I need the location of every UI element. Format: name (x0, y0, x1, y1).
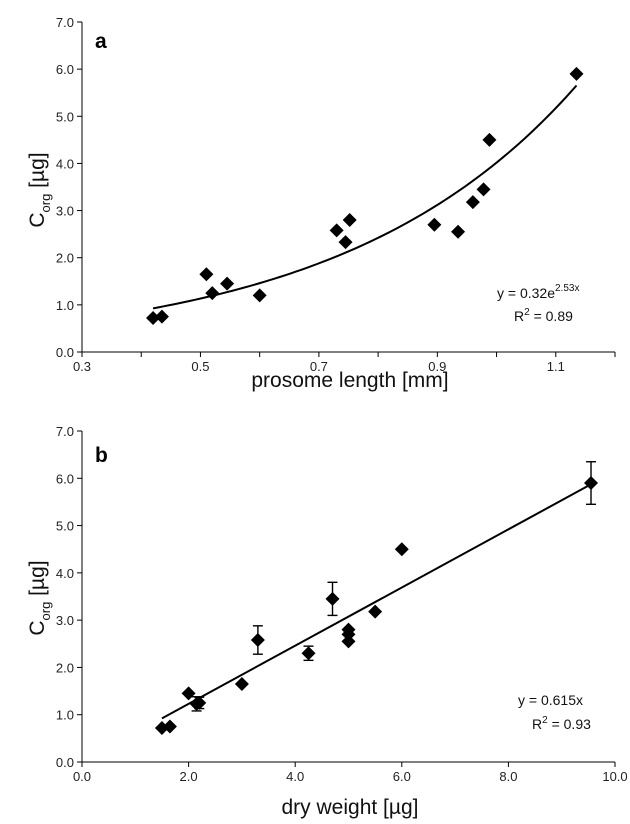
data-point-b (181, 686, 196, 701)
equation-sup-a: 2.53x (555, 283, 579, 294)
data-point-b (325, 591, 340, 606)
r2-main-a: R (514, 308, 524, 324)
y-axis-label-sub-b: org (38, 602, 53, 621)
data-point-a (205, 286, 220, 301)
y-ticks-b: 0.0 1.0 2.0 3.0 4.0 5.0 6.0 7.0 (56, 424, 82, 770)
y-tick-label-b: 7.0 (56, 424, 74, 439)
fit-line-b (161, 483, 592, 720)
x-ticks-b: 0.0 2.0 4.0 6.0 8.0 10.0 (73, 762, 628, 784)
equation-main-a: y = 0.32e (497, 285, 555, 301)
y-tick-label-a: 4.0 (56, 156, 74, 171)
x-tick-label-b: 2.0 (180, 769, 198, 784)
x-tick-label-b: 6.0 (393, 769, 411, 784)
x-tick-label-a: 0.3 (73, 359, 91, 374)
y-tick-label-b: 5.0 (56, 519, 74, 534)
y-axis-label-unit-a: [µg] (26, 152, 49, 193)
data-point-a (252, 288, 267, 303)
y-axis-label-sub-a: org (38, 194, 53, 213)
data-point-b (368, 604, 383, 619)
data-point-b (341, 634, 356, 649)
r2-sup-b: 2 (542, 715, 548, 726)
data-point-a (476, 182, 491, 197)
y-tick-label-b: 1.0 (56, 708, 74, 723)
x-axis-label-b: dry weight [µg] (282, 796, 419, 819)
r2-sup-a: 2 (524, 307, 530, 318)
data-point-a (146, 311, 161, 326)
x-tick-label-b: 0.0 (73, 769, 91, 784)
equation-b: y = 0.615x (518, 692, 583, 708)
y-tick-label-a: 0.0 (56, 345, 74, 360)
x-tick-label-b: 4.0 (286, 769, 304, 784)
data-point-a (465, 195, 480, 210)
data-point-b (341, 622, 356, 637)
data-point-b (192, 695, 207, 710)
data-point-b (162, 719, 177, 734)
y-axis-label-b: Corg [µg] (26, 560, 53, 635)
data-point-a (220, 276, 235, 291)
x-tick-label-b: 8.0 (499, 769, 517, 784)
data-point-b (234, 676, 249, 691)
panel-b: 0.0 1.0 2.0 3.0 4.0 5.0 6.0 7.0 0.0 2.0 4.0 6.0 8.0… (26, 424, 628, 819)
y-axis-label-main-b: C (26, 620, 49, 635)
error-bars-b (191, 461, 597, 712)
x-tick-label-a: 0.9 (428, 359, 446, 374)
data-points-b (154, 476, 599, 735)
data-point-a (569, 66, 584, 81)
x-tick-label-b: 10.0 (602, 769, 627, 784)
data-point-b (394, 542, 409, 557)
r2-main-b: R (532, 716, 542, 732)
y-tick-label-a: 6.0 (56, 62, 74, 77)
equation-main-b: y = 0.615x (518, 692, 583, 708)
x-ticks-a: 0.3 0.5 0.7 0.9 1.1 (73, 352, 616, 374)
equation-a: y = 0.32e2.53x (497, 283, 579, 301)
r-squared-b: R2 = 0.93 (532, 715, 591, 732)
data-points-a (146, 66, 584, 326)
x-tick-label-a: 0.7 (310, 359, 328, 374)
y-tick-label-a: 2.0 (56, 251, 74, 266)
panel-a: 0.0 1.0 2.0 3.0 4.0 5.0 6.0 7.0 0.3 0.5 0.7 0.9 1.1… (26, 15, 616, 392)
data-point-a (199, 267, 214, 282)
r2-rest-a: = 0.89 (530, 308, 573, 324)
r-squared-a: R2 = 0.89 (514, 307, 573, 324)
data-point-b (301, 646, 316, 661)
y-tick-label-a: 1.0 (56, 298, 74, 313)
data-point-a (451, 224, 466, 239)
y-tick-label-b: 2.0 (56, 660, 74, 675)
y-tick-label-a: 5.0 (56, 109, 74, 124)
y-axis-label-unit-b: [µg] (26, 560, 49, 601)
y-axis-label-main-a: C (26, 212, 49, 227)
x-tick-label-a: 0.5 (191, 359, 209, 374)
y-axis-label-a: Corg [µg] (26, 152, 53, 227)
x-axis-label-a: prosome length [mm] (251, 369, 448, 392)
y-tick-label-b: 3.0 (56, 613, 74, 628)
data-point-a (338, 235, 353, 250)
data-point-a (329, 223, 344, 238)
data-point-a (482, 132, 497, 147)
y-tick-label-b: 4.0 (56, 566, 74, 581)
data-point-b (584, 476, 599, 491)
panel-label-a: a (95, 30, 107, 53)
data-point-b (250, 633, 265, 648)
y-ticks-a: 0.0 1.0 2.0 3.0 4.0 5.0 6.0 7.0 (56, 15, 82, 360)
data-point-a (342, 213, 357, 227)
panel-label-b: b (95, 444, 108, 467)
data-point-a (154, 309, 169, 324)
r2-rest-b: = 0.93 (548, 716, 591, 732)
data-point-a (427, 217, 442, 232)
y-tick-label-b: 0.0 (56, 755, 74, 770)
fit-curve-a (152, 84, 578, 310)
y-tick-label-a: 7.0 (56, 15, 74, 30)
x-tick-label-a: 1.1 (547, 359, 565, 374)
y-tick-label-a: 3.0 (56, 204, 74, 219)
y-tick-label-b: 6.0 (56, 471, 74, 486)
